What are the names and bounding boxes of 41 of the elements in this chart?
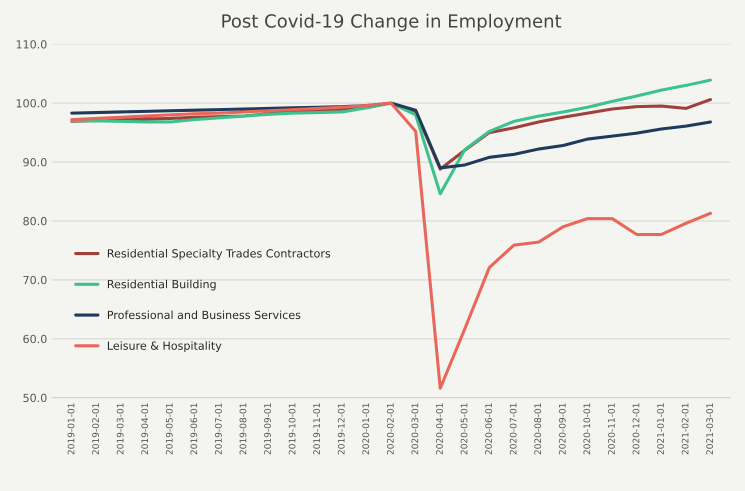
x-tick-label: 2019-07-01 [214, 403, 222, 454]
x-tick-label: 2020-08-01 [534, 403, 542, 454]
x-tick-label: 2021-03-01 [706, 403, 714, 454]
x-tick-label: 2020-04-01 [436, 403, 443, 454]
x-tick-label: 2020-02-01 [386, 403, 394, 454]
legend-label: Residential Specialty Trades Contractors [108, 248, 330, 260]
y-tick-label: 80.0 [23, 216, 47, 226]
x-tick-label: 2020-01-01 [362, 403, 370, 454]
x-tick-label: 2019-08-01 [240, 403, 246, 454]
x-tick-label: 2020-11-01 [608, 403, 615, 454]
x-tick-label: 2020-10-01 [583, 403, 590, 454]
x-tick-label: 2020-06-01 [485, 403, 492, 454]
legend-label: Professional and Business Services [108, 310, 300, 320]
y-tick-label: 60.0 [23, 334, 47, 344]
x-tick-label: 2021-01-01 [657, 403, 664, 454]
x-tick-label: 2019-02-01 [92, 403, 99, 454]
x-tick-label: 2020-07-01 [510, 403, 517, 454]
x-tick-label: 2019-03-01 [116, 403, 124, 454]
x-tick-label: 2020-12-01 [632, 403, 640, 454]
x-tick-label: 2019-11-01 [313, 403, 320, 454]
x-tick-label: 2020-05-01 [460, 403, 468, 454]
y-tick-label: 90.0 [23, 158, 47, 166]
x-tick-label: 2020-03-01 [411, 403, 418, 454]
y-tick-label: 100.0 [16, 99, 47, 108]
x-tick-label: 2021-02-01 [682, 403, 689, 454]
x-tick-label: 2019-09-01 [264, 403, 271, 454]
y-tick-label: 50.0 [23, 394, 47, 402]
x-tick-label: 2019-06-01 [190, 403, 198, 454]
x-tick-label: 2019-05-01 [166, 403, 173, 454]
chart-title: Post Covid-19 Change in Employment [222, 14, 562, 32]
x-tick-label: 2019-01-01 [68, 403, 74, 454]
x-tick-label: 2020-09-01 [558, 403, 566, 454]
x-tick-label: 2019-10-01 [288, 403, 296, 454]
x-tick-label: 2019-04-01 [141, 403, 148, 454]
line-series [70, 102, 712, 390]
legend-label: Residential Building [108, 280, 216, 290]
legend-label: Leisure & Hospitality [108, 341, 222, 352]
line-series [70, 78, 712, 196]
x-tick-label: 2019-12-01 [338, 403, 345, 454]
y-tick-label: 110.0 [16, 40, 47, 49]
y-tick-label: 70.0 [23, 276, 47, 284]
